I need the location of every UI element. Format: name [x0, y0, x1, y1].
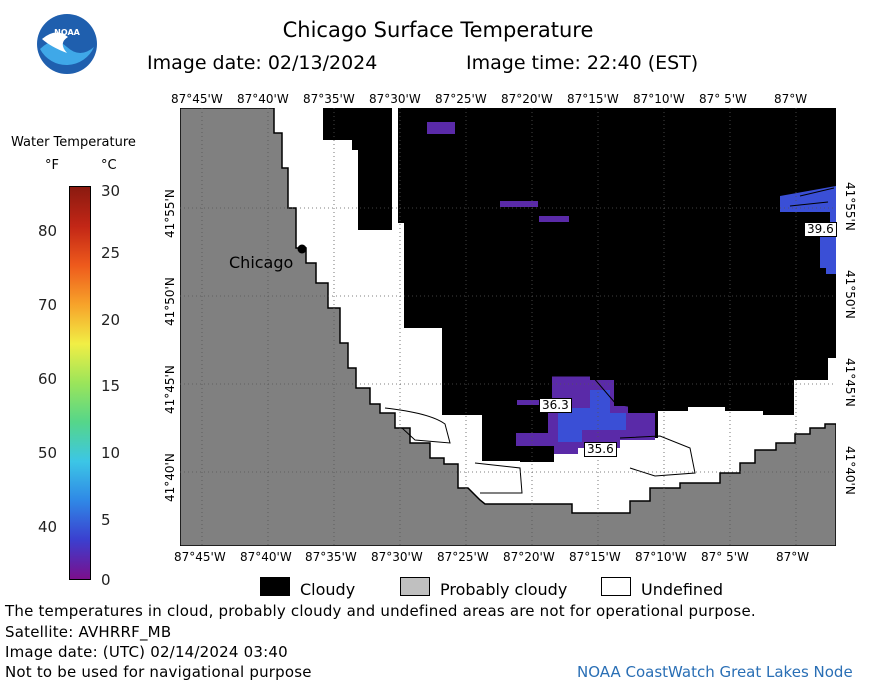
- c-tick: 10: [101, 444, 121, 462]
- lon-label-top: 87°45'W: [171, 92, 223, 106]
- c-tick: 0: [101, 571, 111, 589]
- lat-label-right: 41°55'N: [843, 182, 857, 231]
- lon-label-top: 87°40'W: [237, 92, 289, 106]
- c-tick: 5: [101, 511, 111, 529]
- temp-value-label: 39.6: [804, 222, 837, 237]
- lat-label-right: 41°40'N: [843, 446, 857, 495]
- f-tick: 80: [38, 222, 58, 240]
- legend-label-undefined: Undefined: [641, 580, 724, 599]
- map-title: Chicago Surface Temperature: [282, 18, 594, 42]
- lon-label-bottom: 87°35'W: [305, 550, 357, 564]
- contour-line: [619, 435, 696, 477]
- footer-utc-date: Image date: (UTC) 02/14/2024 03:40: [5, 643, 288, 661]
- contour-line: [789, 187, 835, 207]
- noaa-logo-text: NOAA: [54, 28, 80, 37]
- lon-label-bottom: 87°45'W: [174, 550, 226, 564]
- footer-credit: NOAA CoastWatch Great Lakes Node: [577, 663, 853, 681]
- lon-label-top: 87°20'W: [501, 92, 553, 106]
- legend-swatch-probably-cloudy: [400, 577, 430, 596]
- legend-swatch-undefined: [601, 577, 631, 596]
- graticule-lines: [180, 108, 836, 546]
- image-date: Image date: 02/13/2024: [147, 52, 378, 74]
- land-area: [179, 107, 837, 547]
- lon-label-bottom: 87°20'W: [503, 550, 555, 564]
- c-tick: 15: [101, 377, 121, 395]
- lon-label-bottom: 87°15'W: [569, 550, 621, 564]
- cloudy-area: [323, 108, 836, 461]
- lon-label-top: 87° 5'W: [699, 92, 747, 106]
- lat-label-right: 41°45'N: [843, 358, 857, 407]
- map-canvas: [179, 107, 837, 547]
- warm-water-edge: [780, 186, 836, 274]
- contour-line: [548, 375, 657, 412]
- legend-unit-f: °F: [45, 158, 59, 173]
- f-tick: 60: [38, 370, 58, 388]
- lat-label-right: 41°50'N: [843, 270, 857, 319]
- legend-unit-c: °C: [101, 158, 117, 173]
- noaa-logo: NOAA: [36, 13, 98, 75]
- c-tick: 20: [101, 311, 121, 329]
- lon-label-top: 87°35'W: [303, 92, 355, 106]
- lon-label-top: 87°25'W: [435, 92, 487, 106]
- lon-label-bottom: 87°W: [776, 550, 810, 564]
- legend-swatch-cloudy: [260, 577, 290, 596]
- map-area: [179, 107, 837, 547]
- footer-satellite: Satellite: AVHRRF_MB: [5, 623, 172, 641]
- warm-water-patch: [558, 390, 626, 442]
- f-tick: 70: [38, 296, 58, 314]
- color-scale-bar: [69, 186, 91, 580]
- chicago-label: Chicago: [229, 253, 294, 272]
- image-time: Image time: 22:40 (EST): [466, 52, 699, 74]
- lon-label-bottom: 87°25'W: [437, 550, 489, 564]
- cold-water-strip: [539, 216, 569, 222]
- cold-water-strip: [427, 122, 455, 134]
- lon-label-bottom: 87°30'W: [371, 550, 423, 564]
- c-tick: 30: [101, 182, 121, 200]
- legend-heading: Water Temperature: [11, 135, 136, 150]
- lat-label-left: 41°45'N: [163, 365, 177, 414]
- footer-note: The temperatures in cloud, probably clou…: [5, 602, 756, 620]
- contour-line: [474, 462, 523, 494]
- legend-label-cloudy: Cloudy: [300, 580, 356, 599]
- f-tick: 50: [38, 444, 58, 462]
- lon-label-bottom: 87°40'W: [240, 550, 292, 564]
- lon-label-bottom: 87°10'W: [635, 550, 687, 564]
- legend-label-probably-cloudy: Probably cloudy: [440, 580, 568, 599]
- cold-water-strip: [517, 400, 549, 405]
- lat-label-left: 41°50'N: [163, 277, 177, 326]
- lat-label-left: 41°40'N: [163, 453, 177, 502]
- temp-value-label: 35.6: [584, 442, 617, 457]
- footer-disclaimer: Not to be used for navigational purpose: [5, 663, 312, 681]
- temp-value-label: 36.3: [539, 398, 572, 413]
- cold-water-strip: [500, 201, 538, 207]
- lon-label-top: 87°15'W: [567, 92, 619, 106]
- f-tick: 40: [38, 518, 58, 536]
- contour-line: [384, 407, 451, 444]
- lon-label-top: 87°10'W: [633, 92, 685, 106]
- lon-label-top: 87°30'W: [369, 92, 421, 106]
- lat-label-left: 41°55'N: [163, 189, 177, 238]
- chicago-marker: [297, 244, 307, 254]
- c-tick: 25: [101, 244, 121, 262]
- lon-label-top: 87°W: [774, 92, 808, 106]
- lon-label-bottom: 87° 5'W: [701, 550, 749, 564]
